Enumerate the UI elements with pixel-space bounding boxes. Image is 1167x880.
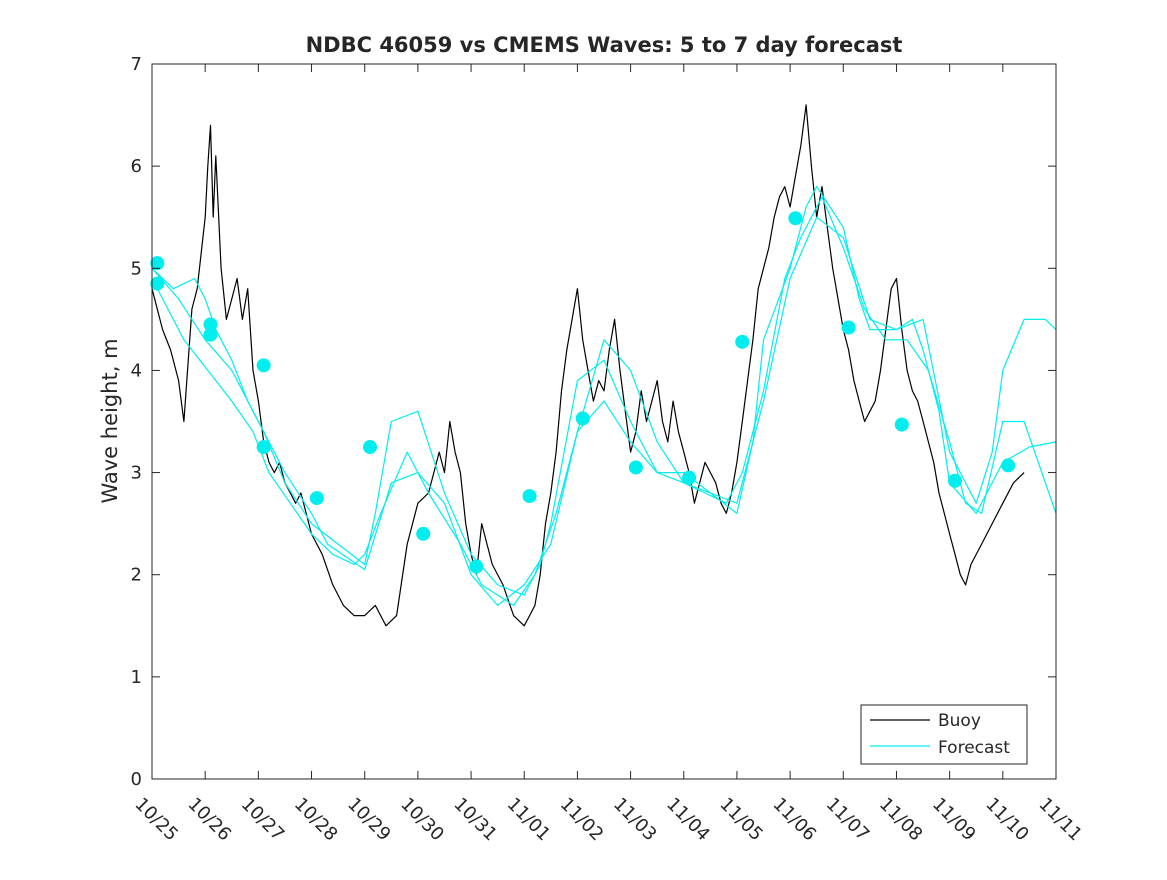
series-layer	[151, 104, 1057, 627]
forecast-marker-point	[788, 211, 803, 226]
marker-layer	[150, 211, 1016, 574]
forecast-marker-point	[841, 320, 856, 335]
series-line-forecast	[151, 186, 1057, 596]
forecast-marker-point	[150, 276, 165, 291]
legend-label-forecast: Forecast	[938, 738, 1010, 758]
forecast-marker-point	[416, 526, 431, 541]
forecast-marker-point	[256, 440, 271, 455]
chart-title: NDBC 46059 vs CMEMS Waves: 5 to 7 day fo…	[306, 33, 903, 57]
forecast-marker-point	[1001, 458, 1016, 473]
y-axis-ticks: 0 1 2 3 4 5 6 7	[131, 54, 1056, 790]
forecast-marker-point	[735, 334, 750, 349]
forecast-marker-point	[522, 489, 537, 504]
plot-area	[152, 64, 1056, 779]
forecast-marker-point	[947, 473, 962, 488]
y-tick-label: 7	[131, 54, 142, 75]
forecast-marker-point	[309, 491, 324, 506]
forecast-marker-point	[203, 327, 218, 342]
y-tick-label: 2	[131, 565, 142, 586]
forecast-marker-point	[150, 256, 165, 271]
y-tick-label: 1	[131, 667, 142, 688]
series-line-forecast-7-day	[151, 216, 1057, 607]
plot-frame	[151, 63, 1057, 780]
forecast-marker-point	[682, 470, 697, 485]
forecast-marker-point	[203, 317, 218, 332]
y-tick-label: 5	[131, 258, 142, 279]
forecast-marker-point	[894, 417, 909, 432]
forecast-marker-point	[469, 559, 484, 574]
y-axis-label: Wave height, m	[98, 338, 122, 503]
forecast-marker-point	[628, 460, 643, 475]
forecast-marker-point	[363, 440, 378, 455]
y-tick-label: 3	[131, 463, 142, 484]
series-line-forecast-5-day	[151, 196, 1057, 607]
legend-label-buoy: Buoy	[938, 711, 981, 731]
y-tick-label: 4	[131, 360, 142, 381]
legend-box	[860, 704, 1028, 765]
y-tick-label: 6	[131, 156, 142, 177]
forecast-marker-point	[575, 411, 590, 426]
y-tick-label: 0	[131, 769, 142, 790]
legend: Buoy Forecast	[860, 704, 1028, 765]
forecast-marker-point	[256, 358, 271, 373]
